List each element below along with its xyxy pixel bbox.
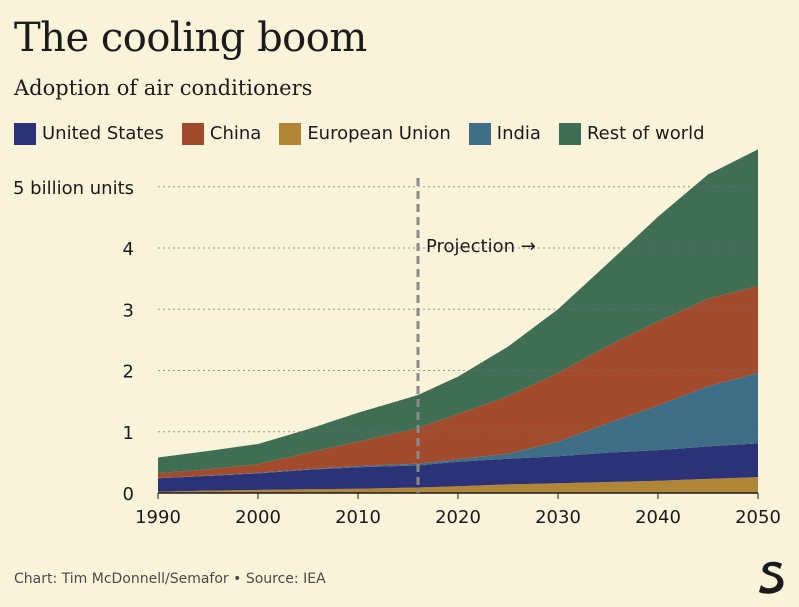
y-tick-label-1: 1 (123, 423, 134, 444)
y-tick-label-0: 0 (123, 484, 134, 505)
legend-swatch-united-states (14, 123, 36, 145)
legend-item-european-union: European Union (279, 120, 451, 148)
x-tick-label-2030: 2030 (535, 507, 581, 528)
legend-label-european-union: European Union (307, 123, 451, 144)
y-tick-label-3: 3 (123, 300, 134, 321)
y-tick-label-4: 4 (123, 239, 134, 260)
y-tick-label-5: 5 billion units (13, 178, 134, 199)
area-european-union (158, 477, 758, 493)
chart-subtitle: Adoption of air conditioners (14, 76, 313, 100)
legend: United States China European Union India… (14, 120, 705, 148)
projection-label: Projection → (426, 236, 536, 257)
legend-swatch-rest-of-world (558, 123, 581, 145)
area-united-states (158, 443, 758, 492)
x-tick-label-2040: 2040 (635, 507, 681, 528)
legend-item-india: India (468, 120, 541, 148)
legend-swatch-china (181, 123, 204, 145)
y-tick-label-2: 2 (123, 362, 134, 383)
legend-swatch-india (468, 123, 491, 145)
legend-item-china: China (181, 120, 262, 148)
chart-title: The cooling boom (14, 15, 367, 61)
x-tick-label-2050: 2050 (735, 507, 781, 528)
x-tick-label-2010: 2010 (335, 507, 381, 528)
x-tick-label-2000: 2000 (235, 507, 281, 528)
legend-label-rest-of-world: Rest of world (586, 123, 705, 144)
chart-footer: Chart: Tim McDonnell/Semafor • Source: I… (14, 571, 326, 587)
legend-label-united-states: United States (42, 123, 164, 144)
area-rest-of-world (158, 149, 758, 474)
semafor-logo-icon (759, 561, 784, 594)
x-tick-label-1990: 1990 (135, 507, 181, 528)
legend-item-rest-of-world: Rest of world (558, 120, 705, 148)
legend-swatch-european-union (279, 123, 302, 145)
legend-label-india: India (496, 123, 541, 144)
x-tick-label-2020: 2020 (435, 507, 481, 528)
area-india (158, 372, 758, 479)
legend-label-china: China (209, 123, 262, 144)
legend-item-united-states: United States (14, 120, 164, 148)
area-china (158, 286, 758, 478)
